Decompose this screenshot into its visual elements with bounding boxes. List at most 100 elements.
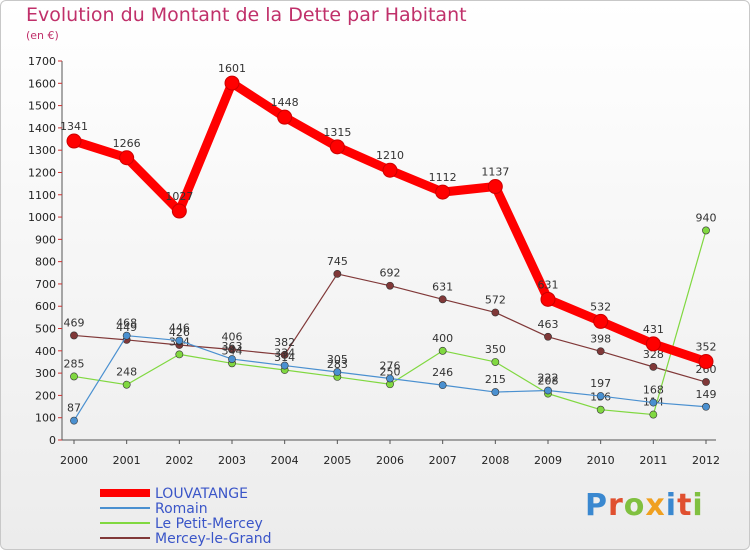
legend-item: Le Petit-Mercey [100, 516, 263, 532]
data-label: 334 [274, 347, 295, 360]
x-tick-label: 2003 [218, 454, 246, 467]
logo-letter: o [623, 488, 646, 523]
data-label: 400 [432, 332, 453, 345]
data-point [70, 331, 78, 340]
data-label: 406 [222, 330, 243, 343]
data-label: 363 [222, 340, 243, 353]
series-le-petit-mercey: 285248384344314283250400350208136114940 [64, 211, 717, 419]
data-point [333, 270, 342, 278]
data-point [438, 346, 447, 355]
data-label: 1112 [429, 171, 457, 184]
data-point [698, 354, 714, 370]
legend-item: Romain [100, 501, 208, 517]
data-label: 469 [64, 316, 85, 329]
data-label: 468 [116, 317, 137, 330]
data-label: 314 [274, 351, 295, 364]
data-label: 1210 [376, 149, 404, 162]
data-label: 197 [590, 377, 611, 390]
data-label: 248 [116, 366, 137, 379]
x-tick-label: 2004 [271, 454, 299, 467]
data-point [280, 350, 289, 359]
x-tick-label: 2001 [113, 454, 141, 467]
x-tick-label: 2008 [481, 454, 509, 467]
data-label: 1266 [113, 137, 141, 150]
data-point [438, 295, 447, 304]
data-point [70, 416, 78, 425]
chart-subtitle: (en €) [26, 29, 59, 42]
y-tick-label: 900 [35, 233, 56, 246]
proxiti-logo: Proxiti [585, 488, 704, 523]
chart-title: Evolution du Montant de la Dette par Hab… [26, 4, 467, 26]
y-tick-label: 0 [49, 434, 56, 447]
data-label: 149 [696, 388, 717, 401]
data-point [119, 150, 135, 166]
data-point [491, 308, 500, 317]
data-label: 449 [116, 321, 137, 334]
data-point [435, 184, 451, 200]
y-tick-label: 1500 [28, 100, 56, 113]
x-tick-label: 2002 [165, 454, 193, 467]
data-label: 1027 [165, 190, 193, 203]
y-tick-label: 600 [35, 300, 56, 313]
data-label: 532 [590, 300, 611, 313]
series-louvatange: 1341 1266 1027 1601 1448 1315 1210 1112 1137 631 5… [60, 62, 717, 370]
x-tick-label: 2010 [587, 454, 615, 467]
logo-letter: x [645, 488, 666, 523]
data-label: 350 [485, 343, 506, 356]
y-tick-label: 100 [35, 412, 56, 425]
data-label: 463 [538, 318, 559, 331]
data-label: 87 [67, 402, 81, 415]
legend-item: LOUVATANGE [100, 486, 248, 502]
data-point [702, 226, 710, 235]
data-point [224, 75, 240, 91]
data-label: 246 [432, 366, 453, 379]
x-tick-label: 2007 [429, 454, 457, 467]
y-tick-label: 1300 [28, 144, 56, 157]
data-label: 692 [380, 267, 401, 280]
y-tick-label: 200 [35, 389, 56, 402]
y-tick-label: 1400 [28, 122, 56, 135]
legend-label: Le Petit-Mercey [155, 516, 263, 532]
data-point [122, 380, 131, 389]
data-label: 631 [432, 280, 453, 293]
data-point [171, 203, 187, 219]
y-tick-label: 700 [35, 278, 56, 291]
y-tick-label: 1200 [28, 166, 56, 179]
data-label: 1341 [60, 120, 88, 133]
y-tick-label: 800 [35, 256, 56, 269]
data-point [649, 362, 658, 371]
y-tick-label: 500 [35, 323, 56, 336]
data-point [175, 336, 184, 345]
data-label: 328 [643, 348, 664, 361]
y-tick-label: 300 [35, 367, 56, 380]
data-label: 631 [538, 278, 559, 291]
logo-letter: i [692, 488, 704, 523]
data-label: 426 [169, 326, 190, 339]
legend-item: Mercey-le-Grand [100, 531, 272, 547]
data-point [228, 355, 236, 363]
data-point [386, 374, 394, 383]
x-tick-label: 2011 [639, 454, 667, 467]
data-point [645, 336, 661, 352]
data-point [596, 392, 605, 400]
logo-letter: t [677, 488, 693, 523]
data-label: 398 [590, 332, 611, 345]
x-tick-label: 2000 [60, 454, 88, 467]
data-point [491, 388, 500, 396]
data-point [438, 381, 447, 390]
data-label: 745 [327, 255, 348, 268]
data-label: 1137 [481, 166, 509, 179]
legend-label: Mercey-le-Grand [155, 531, 272, 547]
series-line [69, 78, 711, 367]
data-label: 1601 [218, 62, 246, 75]
data-point [70, 372, 78, 381]
x-tick-label: 2009 [534, 454, 562, 467]
data-point [702, 378, 710, 386]
x-tick-label: 2005 [323, 454, 351, 467]
data-label: 215 [485, 373, 506, 386]
data-point [540, 291, 556, 307]
y-tick-label: 400 [35, 345, 56, 358]
data-point [175, 350, 184, 359]
